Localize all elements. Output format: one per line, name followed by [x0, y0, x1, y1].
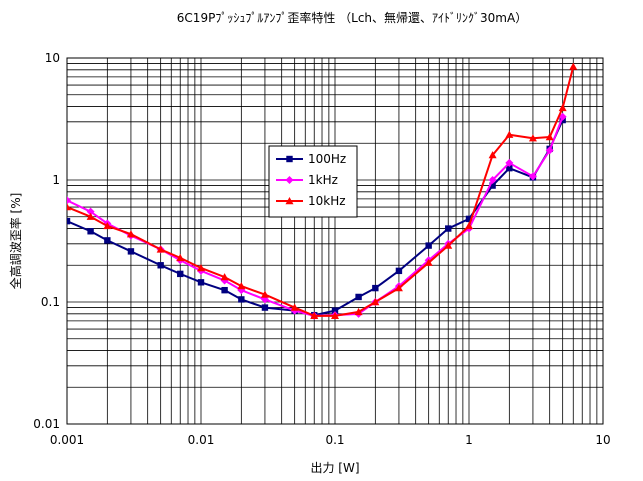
data-point	[261, 304, 269, 311]
x-tick-label: 0.01	[188, 433, 215, 447]
data-point	[126, 230, 135, 238]
data-point	[176, 253, 185, 262]
data-point	[290, 303, 299, 311]
data-point	[465, 221, 473, 230]
data-point	[488, 176, 497, 184]
grid-lines	[67, 58, 603, 424]
data-point	[197, 263, 205, 272]
data-point	[260, 290, 269, 298]
x-tick-label: 1	[465, 433, 473, 447]
data-point	[394, 284, 403, 292]
x-tick-label: 0.1	[325, 433, 344, 447]
plot-frame	[66, 57, 604, 425]
data-point	[558, 103, 567, 112]
legend-marker	[285, 176, 294, 184]
data-point	[355, 293, 362, 301]
data-point	[237, 282, 246, 290]
y-tick-label: 10	[45, 51, 60, 65]
data-point	[157, 262, 164, 269]
y-tick-label: 0.01	[33, 417, 60, 431]
y-tick-label: 0.1	[41, 295, 60, 309]
data-point	[489, 182, 496, 189]
data-point	[569, 62, 578, 70]
data-point	[103, 221, 112, 230]
data-point	[238, 296, 245, 303]
series-layer	[67, 62, 578, 320]
x-tick-labels: 0.001 0.01 0.1 1 10	[50, 433, 611, 447]
legend-label: 100Hz	[308, 152, 346, 166]
data-point	[371, 298, 380, 306]
data-point	[372, 284, 379, 292]
data-point	[506, 164, 513, 172]
data-point	[87, 228, 94, 235]
x-tick-label: 0.001	[50, 433, 84, 447]
x-tick-label: 10	[595, 433, 610, 447]
x-axis-label: 出力 [W]	[310, 461, 359, 475]
data-point	[310, 311, 319, 320]
legend-box	[268, 145, 358, 218]
data-point	[67, 196, 71, 205]
series-10khz	[67, 62, 578, 320]
y-axis-label: 全高調波歪率 [%]	[8, 193, 23, 290]
data-point	[545, 146, 554, 155]
data-point	[505, 130, 514, 138]
legend-marker	[286, 155, 293, 163]
legend-label: 10kHz	[308, 194, 346, 208]
chart-title: 6C19Pﾌﾟｯｼｭﾌﾟﾙｱﾝﾌﾟ歪率特性 （Lch、無帰還、ｱｲﾄﾞﾘﾝｸﾞ3…	[177, 10, 527, 25]
data-point	[445, 225, 452, 232]
data-point	[67, 217, 71, 225]
data-point	[197, 279, 205, 286]
data-point	[424, 258, 433, 266]
data-point	[177, 270, 184, 278]
data-point	[156, 245, 165, 253]
data-point	[86, 212, 95, 220]
data-point	[545, 133, 554, 141]
data-point	[86, 207, 95, 216]
legend-label: 1kHz	[308, 173, 338, 187]
legend-marker	[285, 197, 294, 205]
data-point	[488, 151, 497, 159]
data-point	[528, 172, 537, 181]
data-point	[505, 158, 514, 167]
data-point	[67, 203, 71, 211]
data-point	[220, 273, 229, 281]
legend: 100Hz 1kHz 10kHz	[268, 145, 358, 218]
data-point	[331, 307, 339, 314]
data-point	[444, 241, 453, 249]
data-point	[528, 134, 537, 142]
y-tick-label: 1	[52, 173, 60, 187]
y-tick-labels: 0.01 0.1 1 10	[33, 51, 60, 431]
data-point	[127, 248, 135, 255]
data-point	[221, 286, 228, 294]
data-point	[465, 215, 473, 223]
data-point	[425, 242, 432, 249]
data-point	[395, 267, 403, 275]
data-point	[354, 307, 363, 316]
data-point	[104, 237, 111, 244]
data-point	[331, 311, 339, 320]
